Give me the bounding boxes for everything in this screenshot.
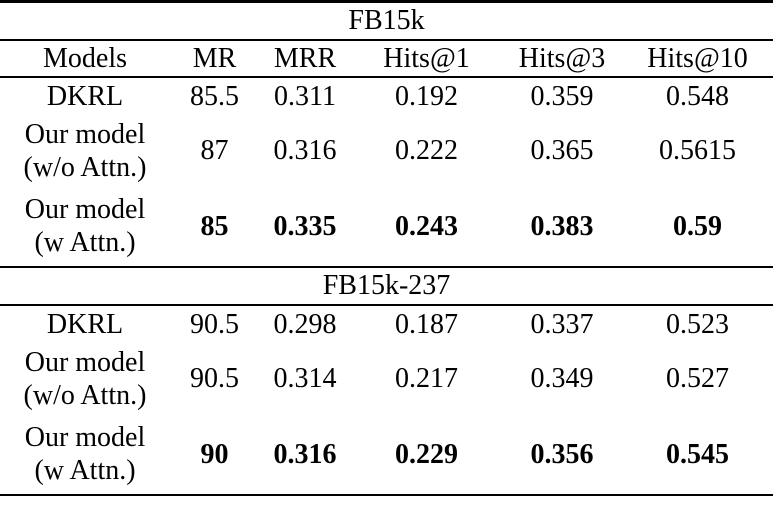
value-cell: 90 [170, 414, 259, 496]
value-cell: 0.316 [273, 135, 337, 166]
table-row: DKRL 85.5 0.311 0.192 0.359 0.548 [0, 77, 773, 115]
value-cell: 0.527 [666, 363, 730, 394]
value-cell: 0.5615 [659, 135, 737, 166]
value-cell: 0.335 [259, 186, 351, 268]
column-header-hits1: Hits@1 [351, 39, 502, 78]
value-cell: 85.5 [190, 80, 239, 112]
value-cell: 0.229 [351, 414, 502, 496]
column-header-models: Models [0, 39, 170, 78]
value-cell: 0.523 [666, 308, 730, 340]
value-cell: 0.383 [502, 186, 622, 268]
value-cell: 0.337 [530, 308, 594, 340]
value-cell: 87 [200, 135, 229, 166]
table-row: Our model (w Attn.) 85 0.335 0.243 0.383… [0, 186, 773, 268]
value-cell: 0.59 [622, 186, 773, 268]
model-name-line: Our model [24, 422, 146, 453]
model-name-line: Our model [24, 346, 146, 378]
model-name-line: (w/o Attn.) [23, 151, 147, 183]
model-cell: DKRL [0, 77, 170, 115]
table-row: Our model (w Attn.) 90 0.316 0.229 0.356… [0, 414, 773, 496]
model-cell: Our model (w/o Attn.) [0, 343, 170, 415]
model-cell: Our model (w Attn.) [0, 186, 170, 268]
model-cell: Our model (w Attn.) [0, 414, 170, 496]
model-name-line: Our model [24, 194, 146, 225]
value-cell: 0.314 [273, 363, 337, 394]
section-title: FB15k-237 [0, 266, 773, 306]
value-cell: 0.222 [395, 135, 458, 166]
model-name-line: DKRL [46, 308, 124, 340]
value-cell: 0.548 [666, 80, 730, 112]
column-header-hits3: Hits@3 [502, 39, 622, 78]
section-title-row: FB15k-237 [0, 266, 773, 306]
column-header-row: Models MR MRR Hits@1 Hits@3 Hits@10 [0, 39, 773, 78]
model-name-line: (w/o Attn.) [23, 379, 147, 411]
value-cell: 0.545 [622, 414, 773, 496]
value-cell: 90.5 [190, 308, 239, 340]
column-header-mr: MR [170, 39, 259, 78]
model-cell: DKRL [0, 305, 170, 343]
model-name-line: DKRL [46, 80, 124, 112]
section-title-row: FB15k [0, 1, 773, 41]
value-cell: 0.349 [530, 363, 594, 394]
table-row: DKRL 90.5 0.298 0.187 0.337 0.523 [0, 305, 773, 343]
value-cell: 0.187 [395, 308, 458, 340]
model-cell: Our model (w/o Attn.) [0, 115, 170, 187]
table-row: Our model (w/o Attn.) 87 0.316 0.222 0.3… [0, 115, 773, 187]
value-cell: 0.311 [274, 80, 336, 112]
section-title: FB15k [0, 1, 773, 41]
value-cell: 0.243 [351, 186, 502, 268]
model-name-line: Our model [24, 118, 146, 150]
column-header-mrr: MRR [259, 39, 351, 78]
column-header-hits10: Hits@10 [622, 39, 773, 78]
value-cell: 0.359 [530, 80, 594, 112]
model-name-line: (w Attn.) [34, 227, 136, 258]
value-cell: 0.316 [259, 414, 351, 496]
value-cell: 0.356 [502, 414, 622, 496]
value-cell: 0.217 [395, 363, 458, 394]
table-row: Our model (w/o Attn.) 90.5 0.314 0.217 0… [0, 343, 773, 415]
model-name-line: (w Attn.) [34, 455, 136, 486]
value-cell: 90.5 [190, 363, 239, 394]
value-cell: 0.298 [273, 308, 337, 340]
value-cell: 0.192 [395, 80, 458, 112]
value-cell: 0.365 [530, 135, 594, 166]
value-cell: 85 [170, 186, 259, 268]
